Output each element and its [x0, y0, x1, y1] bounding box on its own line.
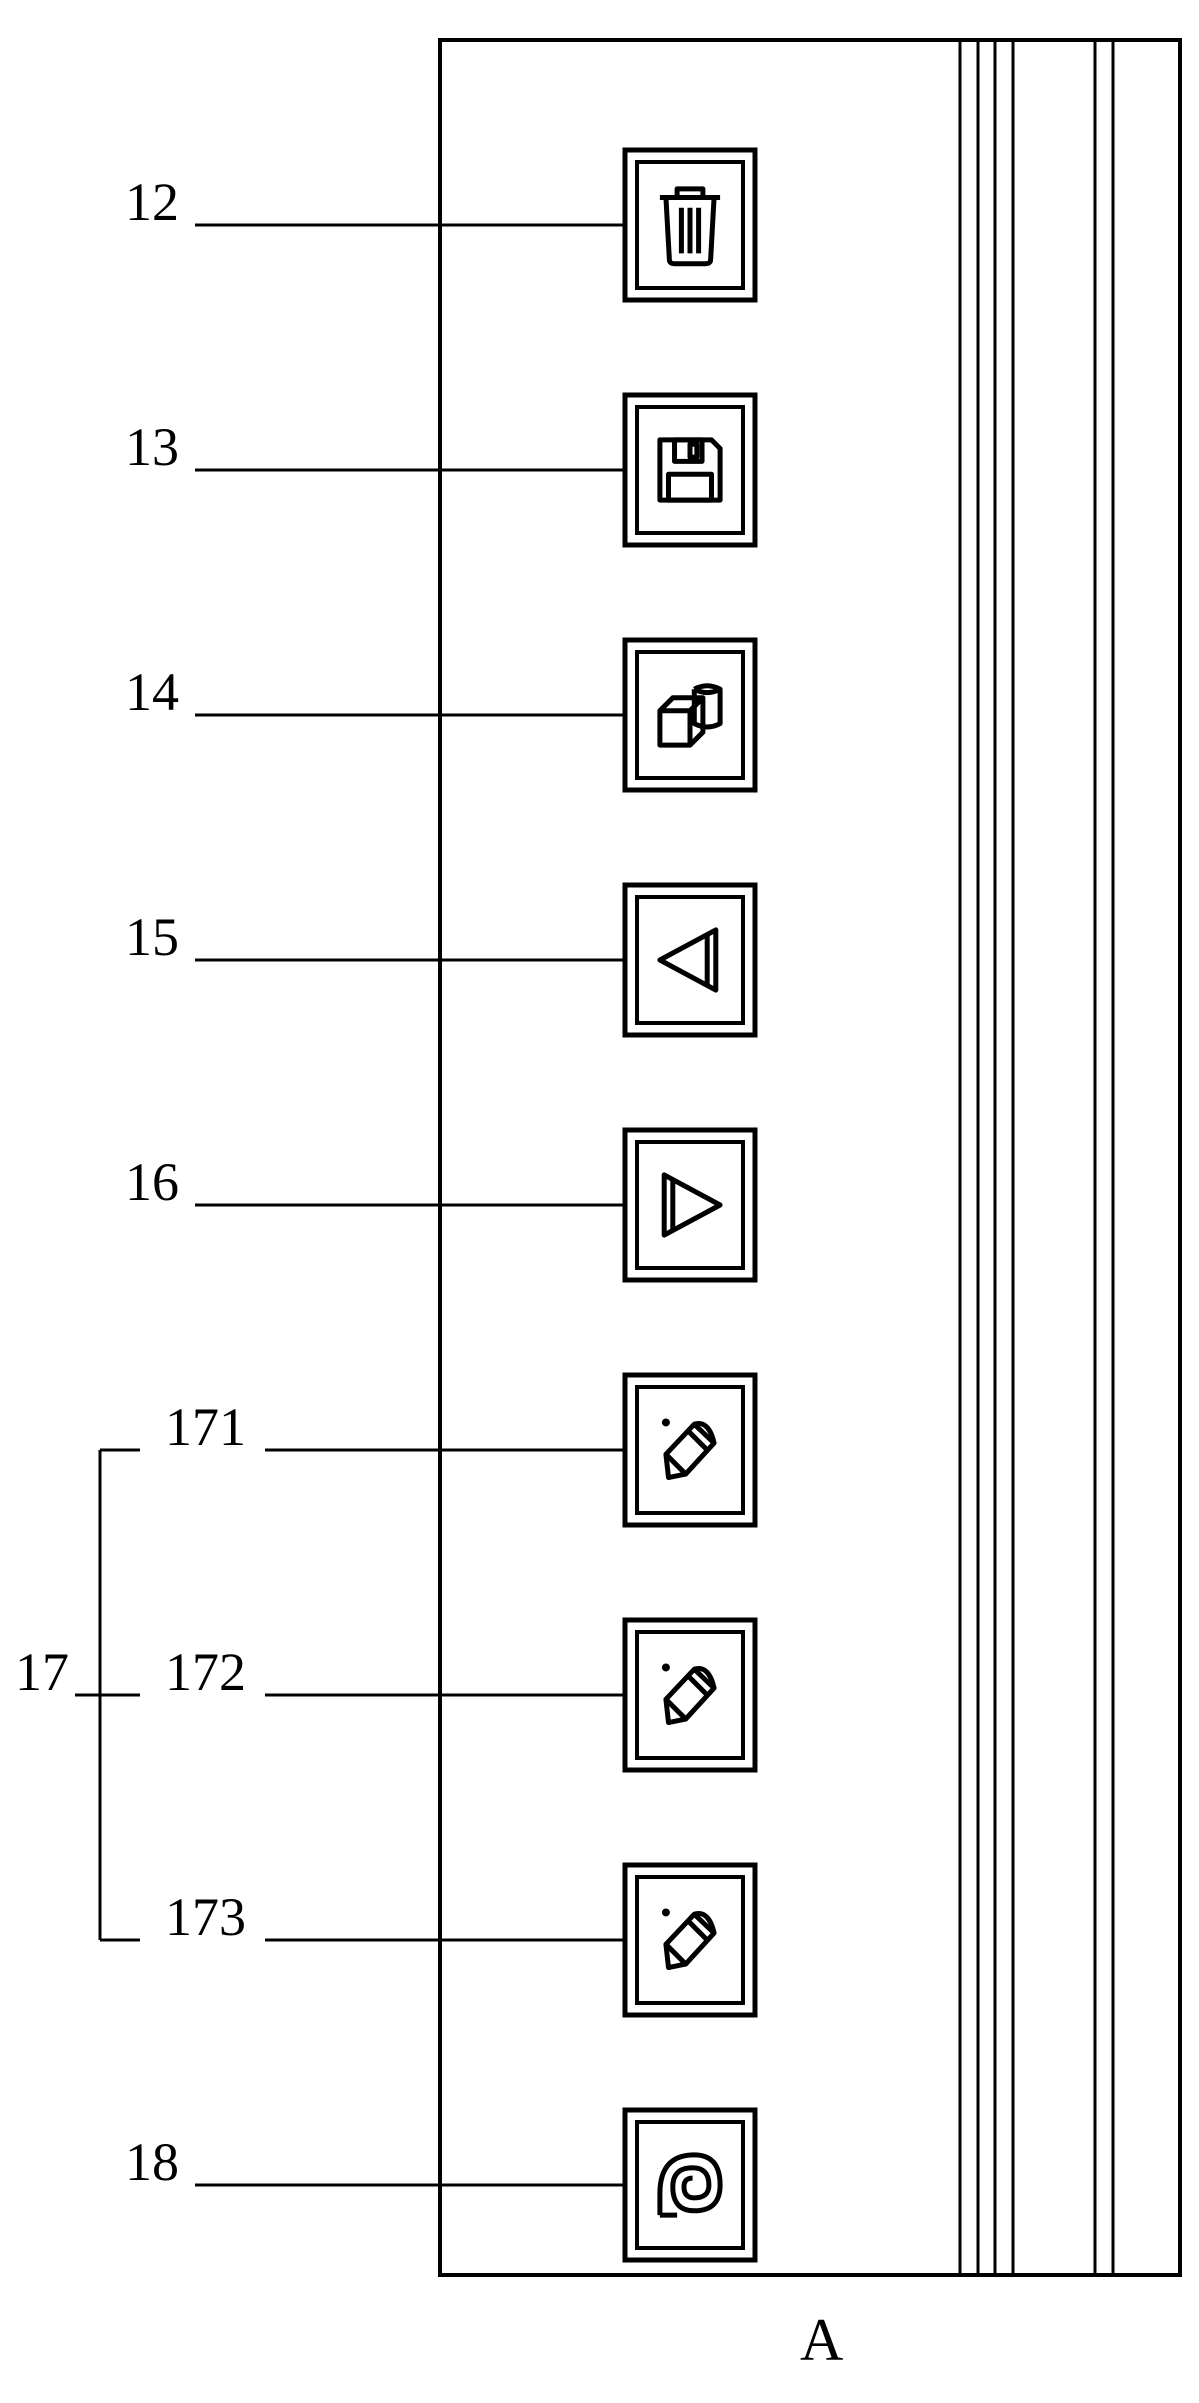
- 14-button[interactable]: [625, 640, 755, 790]
- label-14: 14: [125, 662, 179, 722]
- label-12: 12: [125, 172, 179, 232]
- label-17: 17: [15, 1642, 69, 1702]
- bracket-17: [75, 1450, 140, 1940]
- labels-group: 12 13 14 15 16 171 172 173 17 18: [15, 172, 246, 2192]
- vertical-bars: [960, 40, 1113, 2275]
- 12-button[interactable]: [625, 150, 755, 300]
- label-15: 15: [125, 907, 179, 967]
- 15-button[interactable]: [625, 885, 755, 1035]
- diagram-svg: 12 13 14 15 16 171 172 173 17 18 A: [0, 0, 1199, 2398]
- label-171: 171: [165, 1397, 246, 1457]
- 16-button[interactable]: [625, 1130, 755, 1280]
- 171-button[interactable]: [625, 1375, 755, 1525]
- diagram-container: 12 13 14 15 16 171 172 173 17 18 A: [0, 0, 1199, 2398]
- leader-lines: [195, 225, 625, 2185]
- 172-button[interactable]: [625, 1620, 755, 1770]
- buttons-group: [625, 150, 755, 2260]
- label-173: 173: [165, 1887, 246, 1947]
- 13-button[interactable]: [625, 395, 755, 545]
- label-172: 172: [165, 1642, 246, 1702]
- 18-button[interactable]: [625, 2110, 755, 2260]
- label-13: 13: [125, 417, 179, 477]
- figure-label: A: [800, 2307, 843, 2373]
- label-18: 18: [125, 2132, 179, 2192]
- label-16: 16: [125, 1152, 179, 1212]
- 173-button[interactable]: [625, 1865, 755, 2015]
